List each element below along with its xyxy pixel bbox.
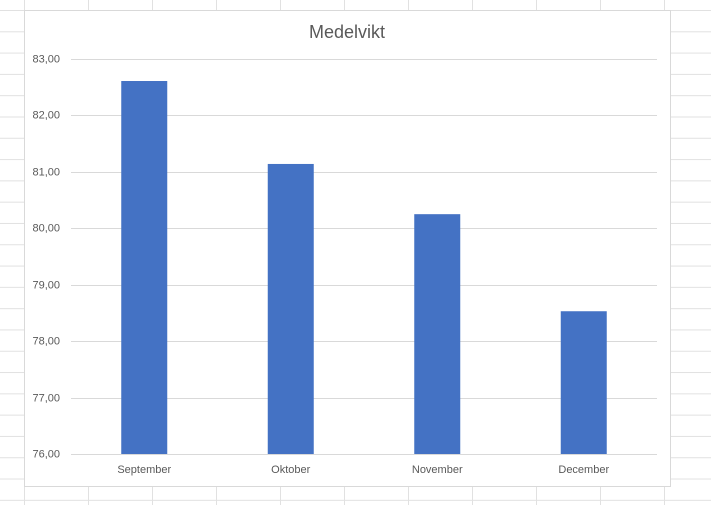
y-tick-label: 81,00 — [32, 166, 60, 178]
y-tick-label: 77,00 — [32, 392, 60, 404]
bar — [121, 81, 168, 454]
bar — [267, 163, 314, 454]
chart-title: Medelvikt — [309, 22, 385, 42]
x-tick-label: Oktober — [271, 464, 310, 476]
y-tick-label: 83,00 — [32, 53, 60, 65]
bar — [414, 214, 461, 454]
y-tick-label: 78,00 — [32, 335, 60, 347]
x-tick-label: November — [412, 464, 463, 476]
y-tick-label: 82,00 — [32, 109, 60, 121]
x-tick-label: September — [117, 464, 171, 476]
y-tick-label: 80,00 — [32, 222, 60, 234]
x-tick-label: December — [558, 464, 609, 476]
bar — [560, 311, 607, 454]
y-tick-label: 79,00 — [32, 279, 60, 291]
y-tick-label: 76,00 — [32, 448, 60, 460]
